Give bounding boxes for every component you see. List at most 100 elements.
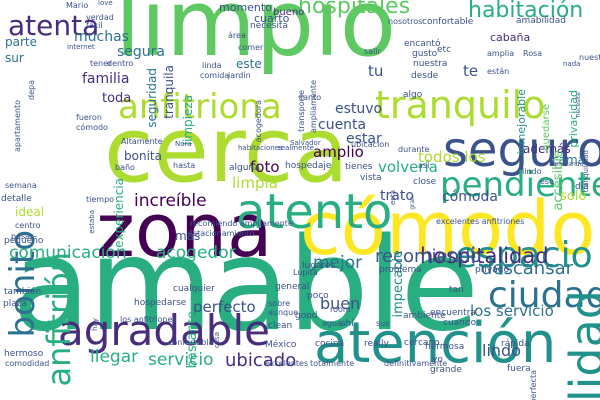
cloud-word: cambiando [550, 161, 584, 168]
cloud-word: cercano [404, 338, 440, 348]
cloud-word: hermosa [425, 342, 465, 352]
cloud-word: los anfitriones [120, 315, 177, 324]
cloud-word: cabaña [490, 31, 531, 44]
cloud-word: además [523, 142, 571, 156]
cloud-word: pequeño [4, 236, 44, 246]
cloud-word: cómoda [442, 189, 498, 205]
cloud-word: atenta [8, 9, 100, 42]
cloud-word: linda [202, 61, 222, 70]
cloud-word: depa [27, 80, 36, 100]
cloud-word: habitaciones [238, 144, 283, 152]
cloud-word: seguro [443, 122, 600, 178]
cloud-word: hay [91, 318, 99, 331]
cloud-word: solo [560, 189, 587, 204]
cloud-word: cocina [315, 339, 345, 349]
cloud-word: vista [360, 173, 382, 183]
cloud-word: zona [96, 188, 273, 274]
cloud-word: Nora [175, 140, 192, 148]
cloud-word: comodidad [5, 359, 50, 368]
cloud-word: cualquier [173, 284, 215, 294]
cloud-word: servicio [148, 350, 214, 370]
cloud-word: bonita [124, 149, 162, 163]
cloud-word: ambiente [403, 311, 446, 321]
cloud-word: estaba [88, 210, 96, 234]
cloud-word: foto [250, 158, 280, 176]
cloud-word: excelentes [265, 359, 309, 368]
cloud-word: cuarto [254, 12, 290, 25]
cloud-word: amable [12, 211, 479, 360]
cloud-word: salir [364, 47, 381, 56]
cloud-word: atento [236, 184, 393, 240]
cloud-word: recomiendo ampliamente [190, 219, 293, 228]
cloud-word: hospitalidad [420, 244, 549, 268]
cloud-word: definitivamente [384, 359, 448, 368]
cloud-word: impecable [391, 250, 406, 318]
cloud-word: familia [82, 71, 130, 87]
cloud-word: alguna [229, 163, 260, 173]
cloud-word: sobre [268, 299, 291, 308]
cloud-word: fueron [76, 113, 102, 122]
cloud-word: amabilidad [516, 16, 566, 26]
cloud-word: te [463, 62, 479, 80]
cloud-word: transporte [297, 90, 306, 132]
cloud-word: estuvo [335, 101, 383, 117]
cloud-word: problema [379, 265, 422, 275]
cloud-word: bueno [273, 7, 305, 18]
cloud-word: espacio [455, 235, 593, 276]
cloud-word: habitación [468, 0, 584, 23]
cloud-word: general [275, 282, 310, 292]
cloud-word: llegar [90, 347, 139, 367]
cloud-word: casa [213, 332, 221, 349]
cloud-word: hospedarse [134, 298, 187, 308]
cloud-word: hospitalidad [560, 290, 600, 400]
cloud-word: amplio [313, 143, 364, 161]
cloud-word: tranquila [162, 65, 176, 119]
cloud-word: poco [307, 291, 329, 301]
cloud-word: amplia [487, 49, 515, 58]
cloud-word: están [487, 67, 510, 76]
cloud-word: cómodo [300, 186, 596, 272]
cloud-word: tienes [345, 162, 373, 172]
cloud-word: fuera [507, 364, 531, 374]
cloud-word: también [4, 287, 42, 297]
cloud-word: grande [430, 365, 462, 375]
cloud-word: internet [67, 43, 95, 51]
cloud-word: gusto [412, 49, 438, 59]
cloud-word: clean [268, 321, 293, 331]
cloud-word: realmente [278, 144, 314, 152]
cloud-word: semana [5, 181, 37, 190]
cloud-word: increíble [134, 191, 207, 211]
cloud-word: pendiente [440, 165, 600, 205]
cloud-word: Mario [66, 1, 89, 10]
cloud-word: cama [552, 153, 585, 167]
cloud-word: desde [411, 71, 439, 81]
cloud-word: fácil [86, 21, 103, 30]
cloud-word: room [330, 305, 351, 314]
cloud-word: los servicio [470, 302, 554, 320]
cloud-word: etc [437, 45, 452, 55]
cloud-word: este [236, 57, 262, 71]
cloud-word: nuestro [579, 53, 600, 62]
cloud-word: gran [409, 196, 416, 210]
cloud-word: acogedor [156, 243, 236, 263]
cloud-word: ubicacion [351, 140, 390, 149]
cloud-word: así [418, 161, 430, 170]
cloud-word: perfecto [193, 298, 256, 316]
cloud-word: anfitriona [118, 87, 282, 127]
cloud-word: cómodo [76, 123, 108, 132]
cloud-word: comunicación [9, 243, 127, 263]
cloud-word: pasar [11, 232, 34, 241]
cloud-word: sus [376, 319, 390, 328]
cloud-word: encantó [404, 39, 441, 49]
cloud-word: ciudad [488, 275, 600, 316]
cloud-word: tan [449, 285, 464, 295]
cloud-word: totalmente [310, 359, 355, 368]
cloud-word: lindo [522, 167, 542, 176]
cloud-word: yo [432, 355, 443, 365]
cloud-word: lindo [482, 341, 521, 360]
cloud-word: perfecta [529, 370, 538, 400]
cloud-word: descansar [481, 258, 574, 279]
cloud-word: nada [563, 60, 581, 68]
cloud-word: centro [15, 221, 41, 230]
cloud-word: durante [398, 145, 430, 154]
